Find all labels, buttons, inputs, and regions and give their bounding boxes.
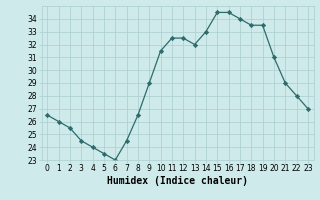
X-axis label: Humidex (Indice chaleur): Humidex (Indice chaleur) [107, 176, 248, 186]
